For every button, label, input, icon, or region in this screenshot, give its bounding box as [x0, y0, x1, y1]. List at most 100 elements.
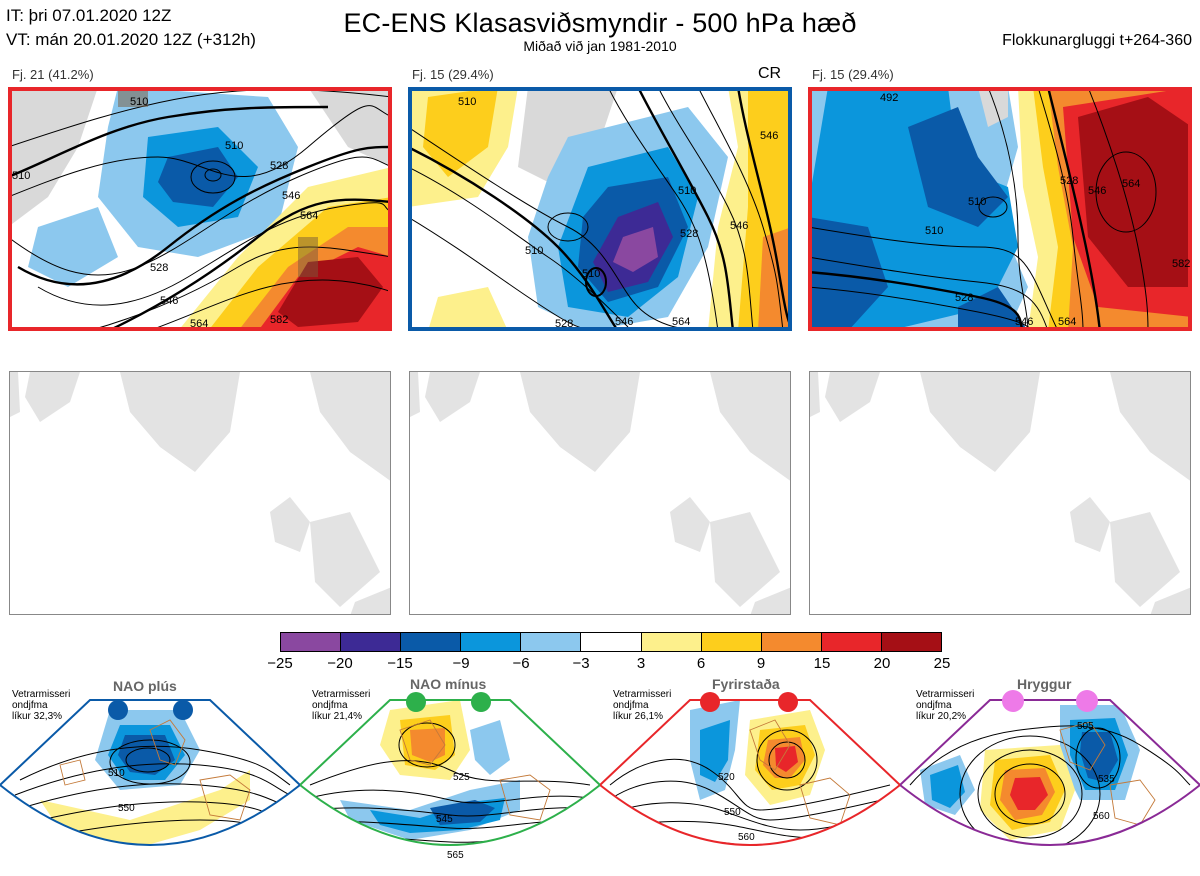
regime-info-line: líkur 26,1%	[613, 711, 664, 722]
colorbar-tick-label: −3	[572, 655, 590, 672]
regime-contour-label: 510	[108, 768, 125, 779]
colorbar-swatch	[701, 633, 762, 651]
colorbar-tick-label: −25	[267, 655, 293, 672]
cluster-2-badge: CR	[758, 65, 782, 82]
regime-contour-label: 550	[724, 807, 741, 818]
regime-info-line: ondjfma	[12, 700, 48, 711]
regime-info-line: líkur 32,3%	[12, 711, 63, 722]
regime-contour-label: 505	[1077, 721, 1094, 732]
base-map-1	[9, 371, 391, 615]
regime-nao-plus-map	[0, 690, 302, 871]
colorbar-swatch	[581, 633, 642, 651]
colorbar-swatch	[641, 633, 702, 651]
cluster-1-map	[8, 87, 392, 331]
regime-dots	[700, 692, 800, 712]
regime-nao-minus-map	[298, 690, 602, 871]
cluster-3-label: Fj. 15 (29.4%)	[812, 67, 894, 82]
header-times: IT: þri 07.01.2020 12Z VT: mán 20.01.202…	[6, 4, 256, 52]
colorbar-swatch	[461, 633, 522, 651]
cluster-3-contour-label: 582	[1172, 258, 1191, 270]
cluster-1-contour-label: 528	[150, 262, 169, 274]
colorbar-swatch	[821, 633, 882, 651]
regime-info-line: Vetrarmisseri	[12, 689, 71, 700]
regime-info-line: líkur 20,2%	[916, 711, 967, 722]
regime-marker-dot	[406, 692, 426, 712]
cluster-1-contour-label: 582	[270, 314, 289, 326]
cluster-2-contour-label: 510	[458, 96, 477, 108]
colorbar-tick-label: 25	[933, 655, 951, 672]
regime-marker-dot	[1076, 690, 1098, 712]
cluster-2-contour-label: 510	[582, 268, 601, 280]
regime-contour-label: 560	[1093, 811, 1110, 822]
cluster-3-contour-label: 492	[880, 92, 899, 104]
cluster-1-contour-label: 564	[190, 318, 209, 330]
regime-contour-label: 525	[453, 772, 470, 783]
cluster-2-contour-label: 546	[730, 220, 749, 232]
cluster-1-contour-label: 564	[300, 210, 319, 222]
cluster-3-contour-label: 564	[1122, 178, 1141, 190]
regime-dots	[406, 692, 491, 712]
cluster-3-contour-label: 546	[1015, 316, 1034, 328]
cluster-2-contour-label: 564	[672, 316, 691, 328]
cluster-2-label: Fj. 15 (29.4%)	[412, 67, 494, 82]
regime-info: Vetrarmisseri ondjfma líkur 32,3%	[12, 689, 70, 722]
cluster-1-contour-label: 546	[282, 190, 301, 202]
regime-title: NAO plús	[113, 678, 177, 694]
regime-info-line: Vetrarmisseri	[916, 689, 975, 700]
colorbar-tick-label: 3	[636, 655, 646, 672]
regime-info-line: ondjfma	[613, 700, 649, 711]
colorbar-tick-label: 9	[756, 655, 766, 672]
regime-contour-label: 520	[718, 772, 735, 783]
cluster-1-contour-label: 546	[160, 295, 179, 307]
regime-marker-dot	[471, 692, 491, 712]
colorbar	[280, 632, 942, 652]
regime-contour-label: 550	[118, 803, 135, 814]
colorbar-tick-label: −6	[512, 655, 530, 672]
cluster-3-contour-label: 564	[1058, 316, 1077, 328]
colorbar-swatch	[521, 633, 582, 651]
page-title: EC-ENS Klasasviðsmyndir - 500 hPa hæð	[343, 8, 857, 38]
regime-blocking-map	[598, 690, 902, 871]
regime-dots	[1002, 690, 1102, 712]
regime-info: Vetrarmisseri ondjfma líkur 26,1%	[613, 689, 671, 722]
cluster-3-contour-label: 528	[1060, 175, 1079, 187]
regime-dots	[108, 700, 193, 720]
cluster-3-map	[808, 87, 1192, 331]
cluster-1-label: Fj. 21 (41.2%)	[12, 67, 94, 82]
cluster-3-contour-label: 510	[968, 196, 987, 208]
cluster-3-contour-label: 546	[1088, 185, 1107, 197]
regime-marker-dot	[778, 692, 798, 712]
cluster-3-contour-label: 528	[955, 292, 974, 304]
regime-info-line: Vetrarmisseri	[312, 689, 371, 700]
regime-info: Vetrarmisseri ondjfma líkur 20,2%	[916, 689, 974, 722]
classification-window: Flokkunargluggi t+264-360	[1002, 32, 1192, 49]
colorbar-tick-label: 20	[873, 655, 891, 672]
colorbar-tick-label: 6	[696, 655, 706, 672]
regime-title: Fyrirstaða	[712, 676, 780, 692]
cluster-1-contour-label: 510	[130, 96, 149, 108]
regime-title: NAO mínus	[410, 676, 487, 692]
regime-info: Vetrarmisseri ondjfma líkur 21,4%	[312, 689, 370, 722]
regime-marker-dot	[173, 700, 193, 720]
cluster-2-contour-label: 510	[525, 245, 544, 257]
cluster-1-contour-label: 528	[270, 160, 289, 172]
colorbar-swatch	[281, 633, 342, 651]
regime-marker-dot	[700, 692, 720, 712]
colorbar-swatch	[761, 633, 822, 651]
regime-info-line: ondjfma	[312, 700, 348, 711]
colorbar-swatch	[341, 633, 402, 651]
base-map-3	[809, 371, 1191, 615]
cluster-2-map	[408, 87, 792, 331]
cluster-1-contour-label: 510	[12, 170, 31, 182]
cluster-2-contour-label: 546	[615, 316, 634, 328]
cluster-3-contour-label: 510	[925, 225, 944, 237]
init-time: IT: þri 07.01.2020 12Z	[6, 6, 172, 25]
regime-info-line: Vetrarmisseri	[613, 689, 672, 700]
regime-marker-dot	[1002, 690, 1024, 712]
regime-contour-label: 545	[436, 814, 453, 825]
regime-contour-label: 565	[447, 850, 464, 861]
page-subtitle: Miðað við jan 1981-2010	[523, 38, 677, 54]
cluster-2-contour-label: 546	[760, 130, 779, 142]
regime-ridge-map	[898, 690, 1200, 871]
base-map-2	[409, 371, 791, 615]
